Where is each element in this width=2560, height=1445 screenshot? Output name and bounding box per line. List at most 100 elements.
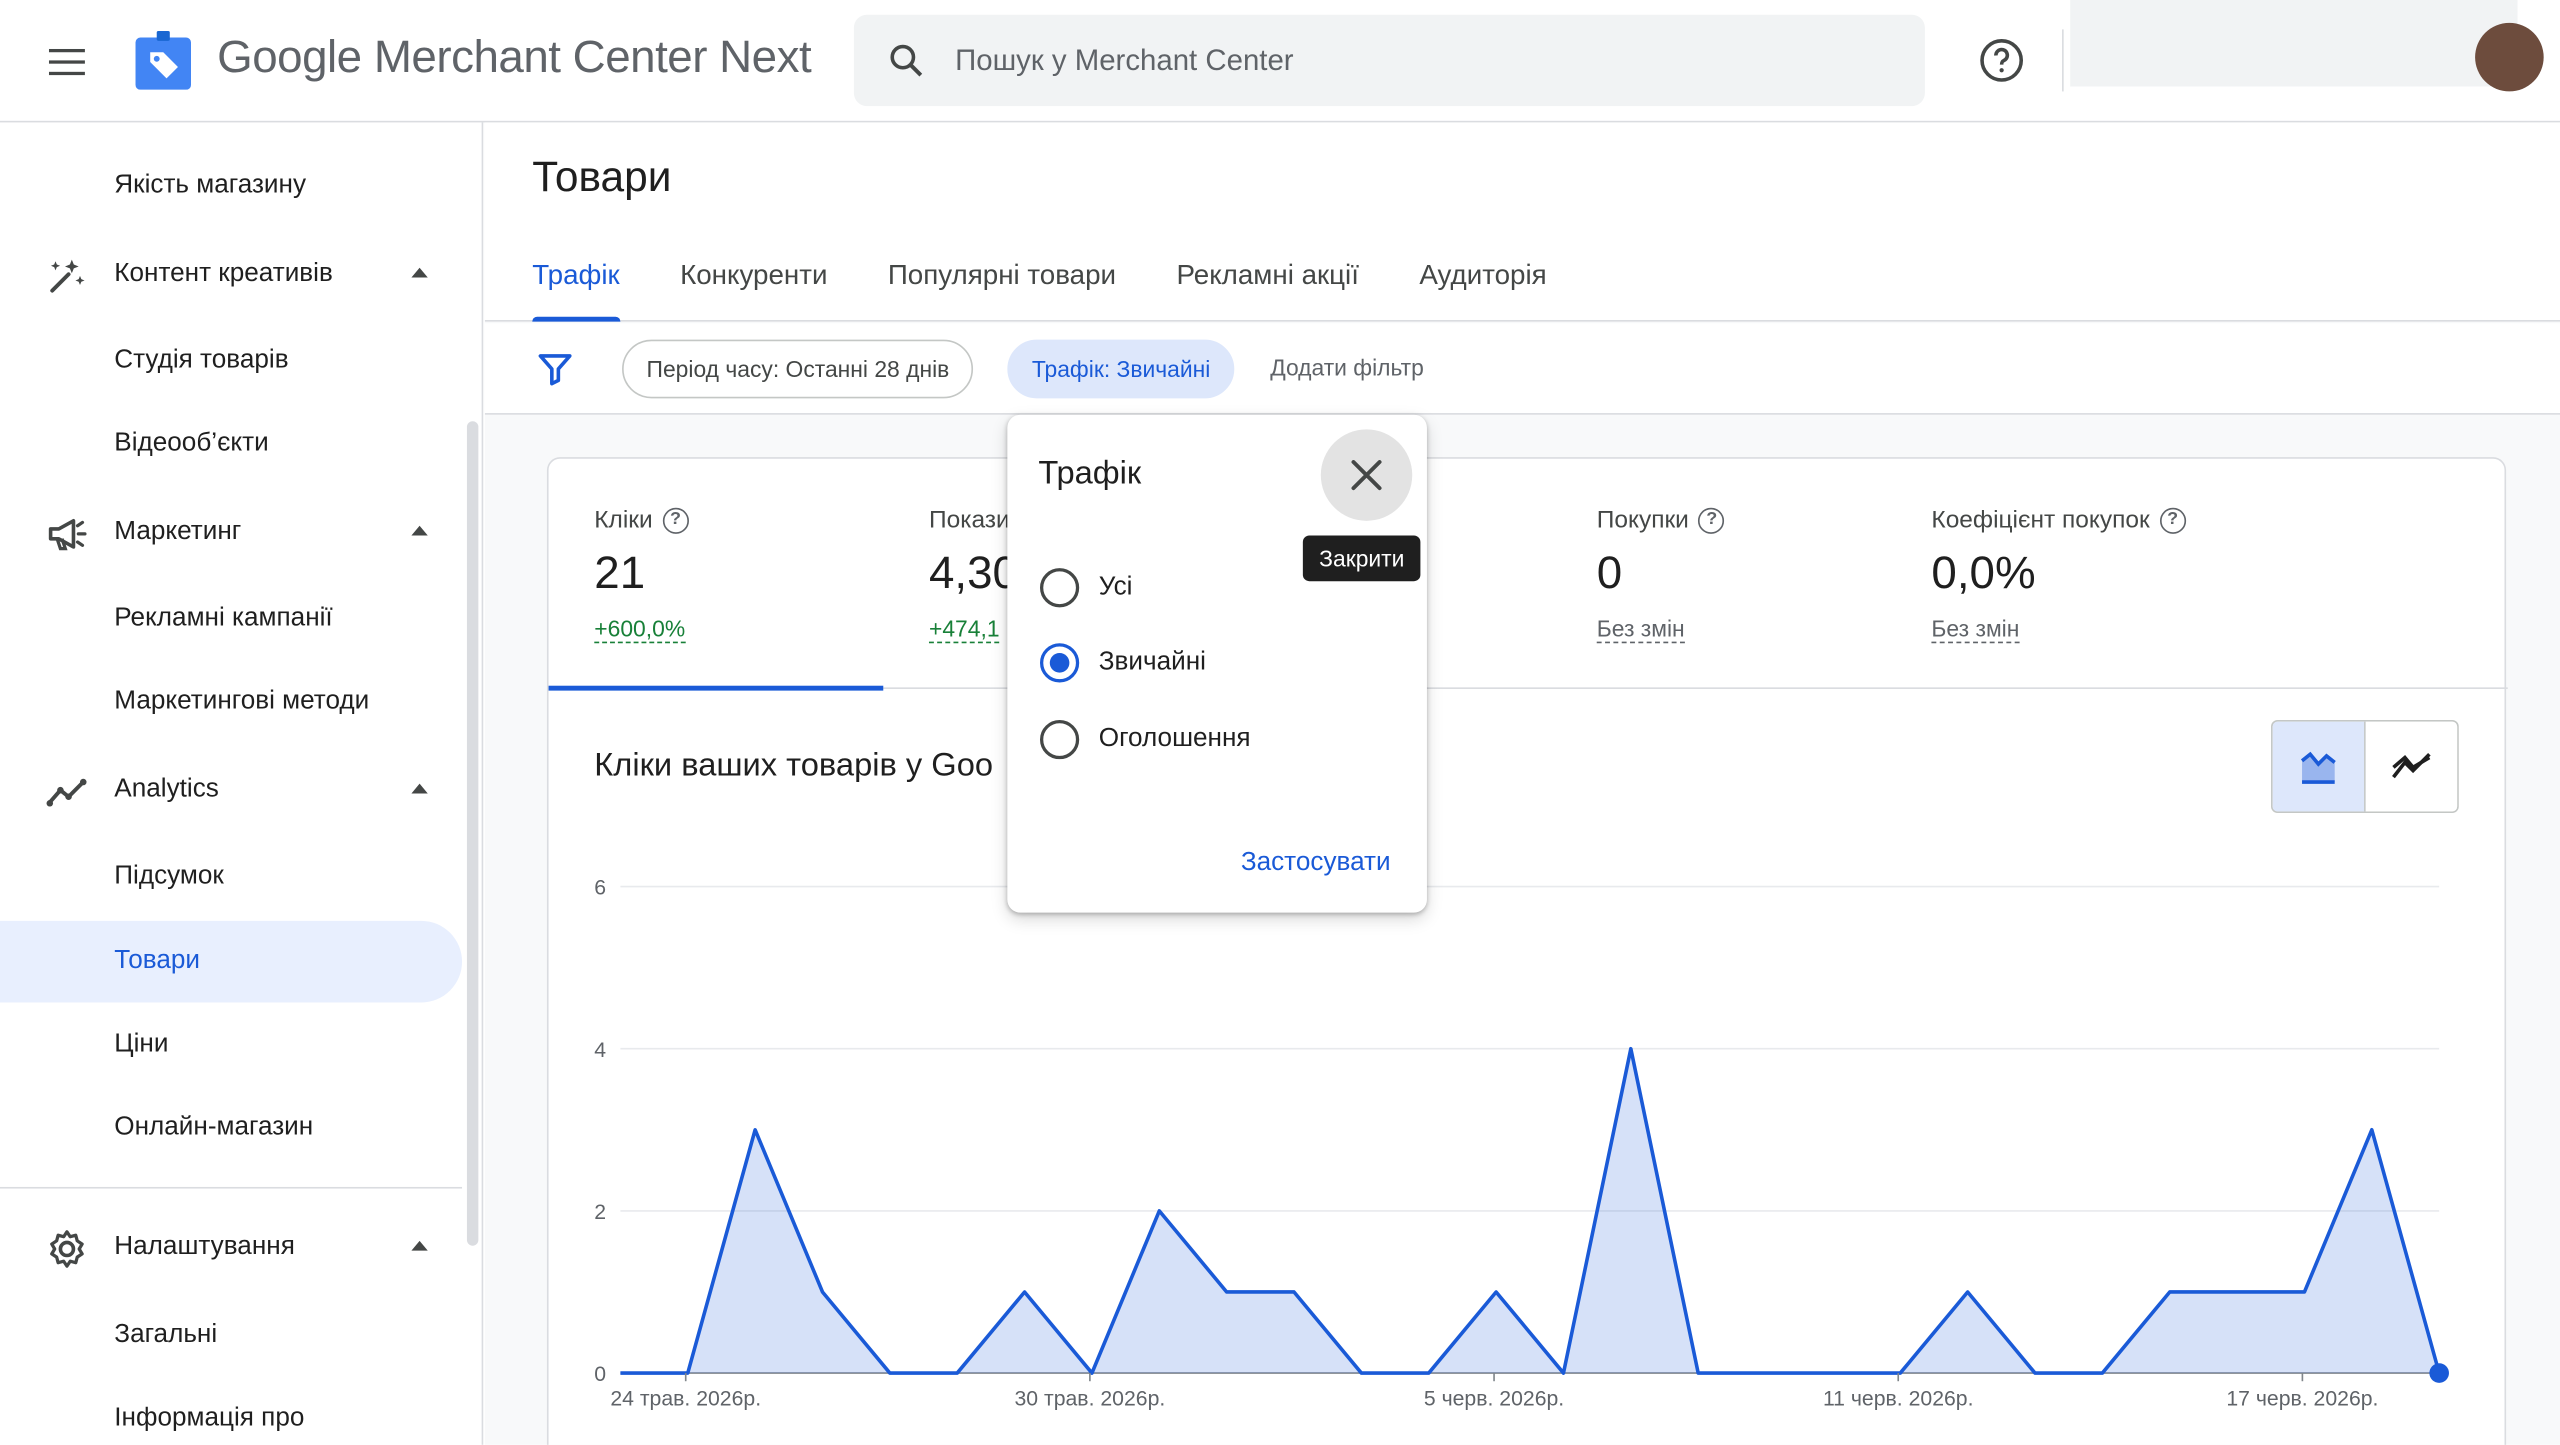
y-tick-label: 2 — [594, 1201, 606, 1224]
page-title: Товари — [532, 151, 672, 201]
sidebar-item-info[interactable]: Інформація про — [0, 1378, 462, 1445]
tab-audience[interactable]: Аудиторія — [1419, 259, 1547, 291]
radio-button[interactable] — [1039, 568, 1080, 608]
metric-value: 0 — [1596, 546, 1623, 598]
x-tick-label: 5 черв. 2026р. — [1424, 1388, 1564, 1411]
chevron-up-icon — [411, 267, 428, 278]
radio-option-ads[interactable]: Оголошення — [1039, 715, 1251, 764]
metric-label-text: Покази — [928, 506, 1010, 534]
series-line — [620, 1046, 2441, 1375]
sidebar-item-summary[interactable]: Підсумок — [0, 836, 462, 918]
close-button[interactable] — [1320, 429, 1413, 521]
metric-change: +600,0% — [594, 615, 686, 644]
help-icon[interactable]: ? — [2159, 506, 2186, 534]
avatar[interactable] — [2475, 22, 2544, 92]
chart-title: Кліки ваших товарів у Goo — [594, 747, 994, 784]
clicks-chart: 0 2 4 6 24 трав. 2026р. 30 трав. 2026р. 5 черв… — [594, 877, 2449, 1411]
filter-icon[interactable] — [536, 349, 575, 388]
sidebar-item-general[interactable]: Загальні — [0, 1295, 462, 1377]
period-filter-chip[interactable]: Період часу: Останні 28 днів — [622, 339, 974, 399]
metric-change: +474,1 — [928, 615, 1000, 644]
search-input[interactable] — [955, 14, 1903, 107]
tab-popular-products[interactable]: Популярні товари — [887, 259, 1117, 291]
metric-label: Коефіцієнт покупок? — [1931, 506, 2186, 534]
metric-value: 0,0% — [1931, 546, 2036, 598]
sidebar: Якість магазину Контент креативів Студія… — [0, 122, 484, 1445]
filter-bar: Період часу: Останні 28 днів Трафік: Зви… — [484, 323, 2560, 415]
top-bar: Google Merchant Center Next — [0, 0, 2560, 123]
line-chart-icon — [2392, 753, 2431, 779]
tab-promotions[interactable]: Рекламні акції — [1176, 259, 1359, 291]
tab-competitors[interactable]: Конкуренти — [680, 259, 828, 291]
sidebar-item-video-assets[interactable]: Відеооб’єкти — [0, 403, 462, 485]
traffic-filter-chip[interactable]: Трафік: Звичайні — [1007, 339, 1235, 399]
metric-label-text: Коефіцієнт покупок — [1931, 506, 2150, 534]
sidebar-item-label: Налаштування — [114, 1232, 295, 1261]
popup-title: Трафік — [1038, 455, 1142, 492]
metric-label: Покази — [929, 506, 1010, 534]
y-tick-label: 4 — [594, 1039, 606, 1062]
add-filter-button[interactable]: Додати фільтр — [1270, 354, 1424, 381]
sidebar-item-label: Відеооб’єкти — [114, 429, 269, 458]
sidebar-item-label: Ціни — [114, 1030, 169, 1058]
help-icon[interactable]: ? — [662, 506, 689, 534]
search-bar[interactable] — [853, 14, 1925, 107]
chevron-up-icon — [411, 525, 428, 536]
sidebar-group-creative-content[interactable]: Контент креативів — [0, 233, 462, 315]
metric-value: 21 — [594, 546, 646, 598]
top-divider — [2062, 29, 2064, 92]
series-area — [620, 1048, 2440, 1374]
help-icon[interactable] — [1976, 34, 2028, 86]
radio-button[interactable] — [1039, 643, 1080, 683]
metric-label-text: Кліки — [594, 506, 653, 534]
sidebar-group-marketing[interactable]: Маркетинг — [0, 491, 462, 573]
sidebar-item-product-studio[interactable]: Студія товарів — [0, 320, 462, 402]
tab-bar: Трафік Конкуренти Популярні товари Рекла… — [532, 240, 1607, 322]
radio-option-organic[interactable]: Звичайні — [1039, 638, 1206, 687]
line-compare-button[interactable] — [2365, 721, 2458, 812]
sidebar-item-store-quality[interactable]: Якість магазину — [0, 145, 462, 227]
metric-purchase-rate[interactable]: Коефіцієнт покупок? 0,0% Без змін — [1886, 459, 2310, 689]
main-content: Товари Трафік Конкуренти Популярні товар… — [484, 122, 2560, 1445]
radio-button[interactable] — [1039, 719, 1080, 760]
account-switcher[interactable] — [2070, 0, 2518, 87]
sidebar-item-label: Підсумок — [114, 862, 224, 890]
sidebar-item-label: Онлайн-магазин — [114, 1113, 314, 1142]
sparkle-pen-icon — [50, 259, 85, 293]
trending-icon — [46, 778, 87, 807]
y-tick-label: 6 — [594, 877, 606, 900]
sidebar-item-label: Товари — [114, 946, 200, 975]
area-chart-button[interactable] — [2272, 721, 2366, 812]
tab-traffic[interactable]: Трафік — [532, 240, 620, 322]
metric-clicks[interactable]: Кліки? 21 +600,0% — [548, 459, 884, 691]
sidebar-item-ad-campaigns[interactable]: Рекламні кампанії — [0, 578, 462, 660]
sidebar-item-marketing-methods[interactable]: Маркетингові методи — [0, 661, 462, 743]
sidebar-item-label: Контент креативів — [114, 259, 333, 288]
chart-type-toggle — [2271, 719, 2459, 814]
main-menu-icon[interactable] — [46, 42, 88, 78]
sidebar-item-products[interactable]: Товари — [0, 920, 463, 1003]
metric-label-text: Покупки — [1596, 506, 1689, 534]
megaphone-icon — [48, 519, 87, 551]
y-tick-label: 0 — [594, 1363, 606, 1386]
apply-button[interactable]: Застосувати — [1240, 848, 1391, 877]
x-tick-label: 17 черв. 2026р. — [2226, 1388, 2378, 1411]
chevron-up-icon — [411, 783, 428, 794]
app-name: Google Merchant Center Next — [217, 31, 812, 82]
radio-option-all[interactable]: Усі — [1039, 563, 1132, 612]
metric-label: Кліки? — [594, 506, 689, 534]
traffic-filter-popup: Трафік Усі Звичайні Оголошення Застосува… — [1007, 414, 1427, 913]
metric-purchases[interactable]: Покупки? 0 Без змін — [1551, 459, 1886, 689]
sidebar-scrollbar[interactable] — [466, 421, 479, 1246]
radio-label: Оголошення — [1098, 724, 1251, 753]
metric-change: Без змін — [1931, 615, 2020, 644]
x-tick-label: 11 черв. 2026р. — [1823, 1388, 1974, 1411]
sidebar-group-analytics[interactable]: Analytics — [0, 749, 462, 831]
gear-icon — [50, 1230, 84, 1268]
help-icon[interactable]: ? — [1698, 506, 1725, 534]
sidebar-item-prices[interactable]: Ціни — [0, 1004, 462, 1086]
metric-impressions[interactable]: Покази 4,30 +474,1 — [883, 459, 1218, 689]
sidebar-group-settings[interactable]: Налаштування — [0, 1207, 462, 1289]
sidebar-item-online-store[interactable]: Онлайн-магазин — [0, 1087, 462, 1169]
